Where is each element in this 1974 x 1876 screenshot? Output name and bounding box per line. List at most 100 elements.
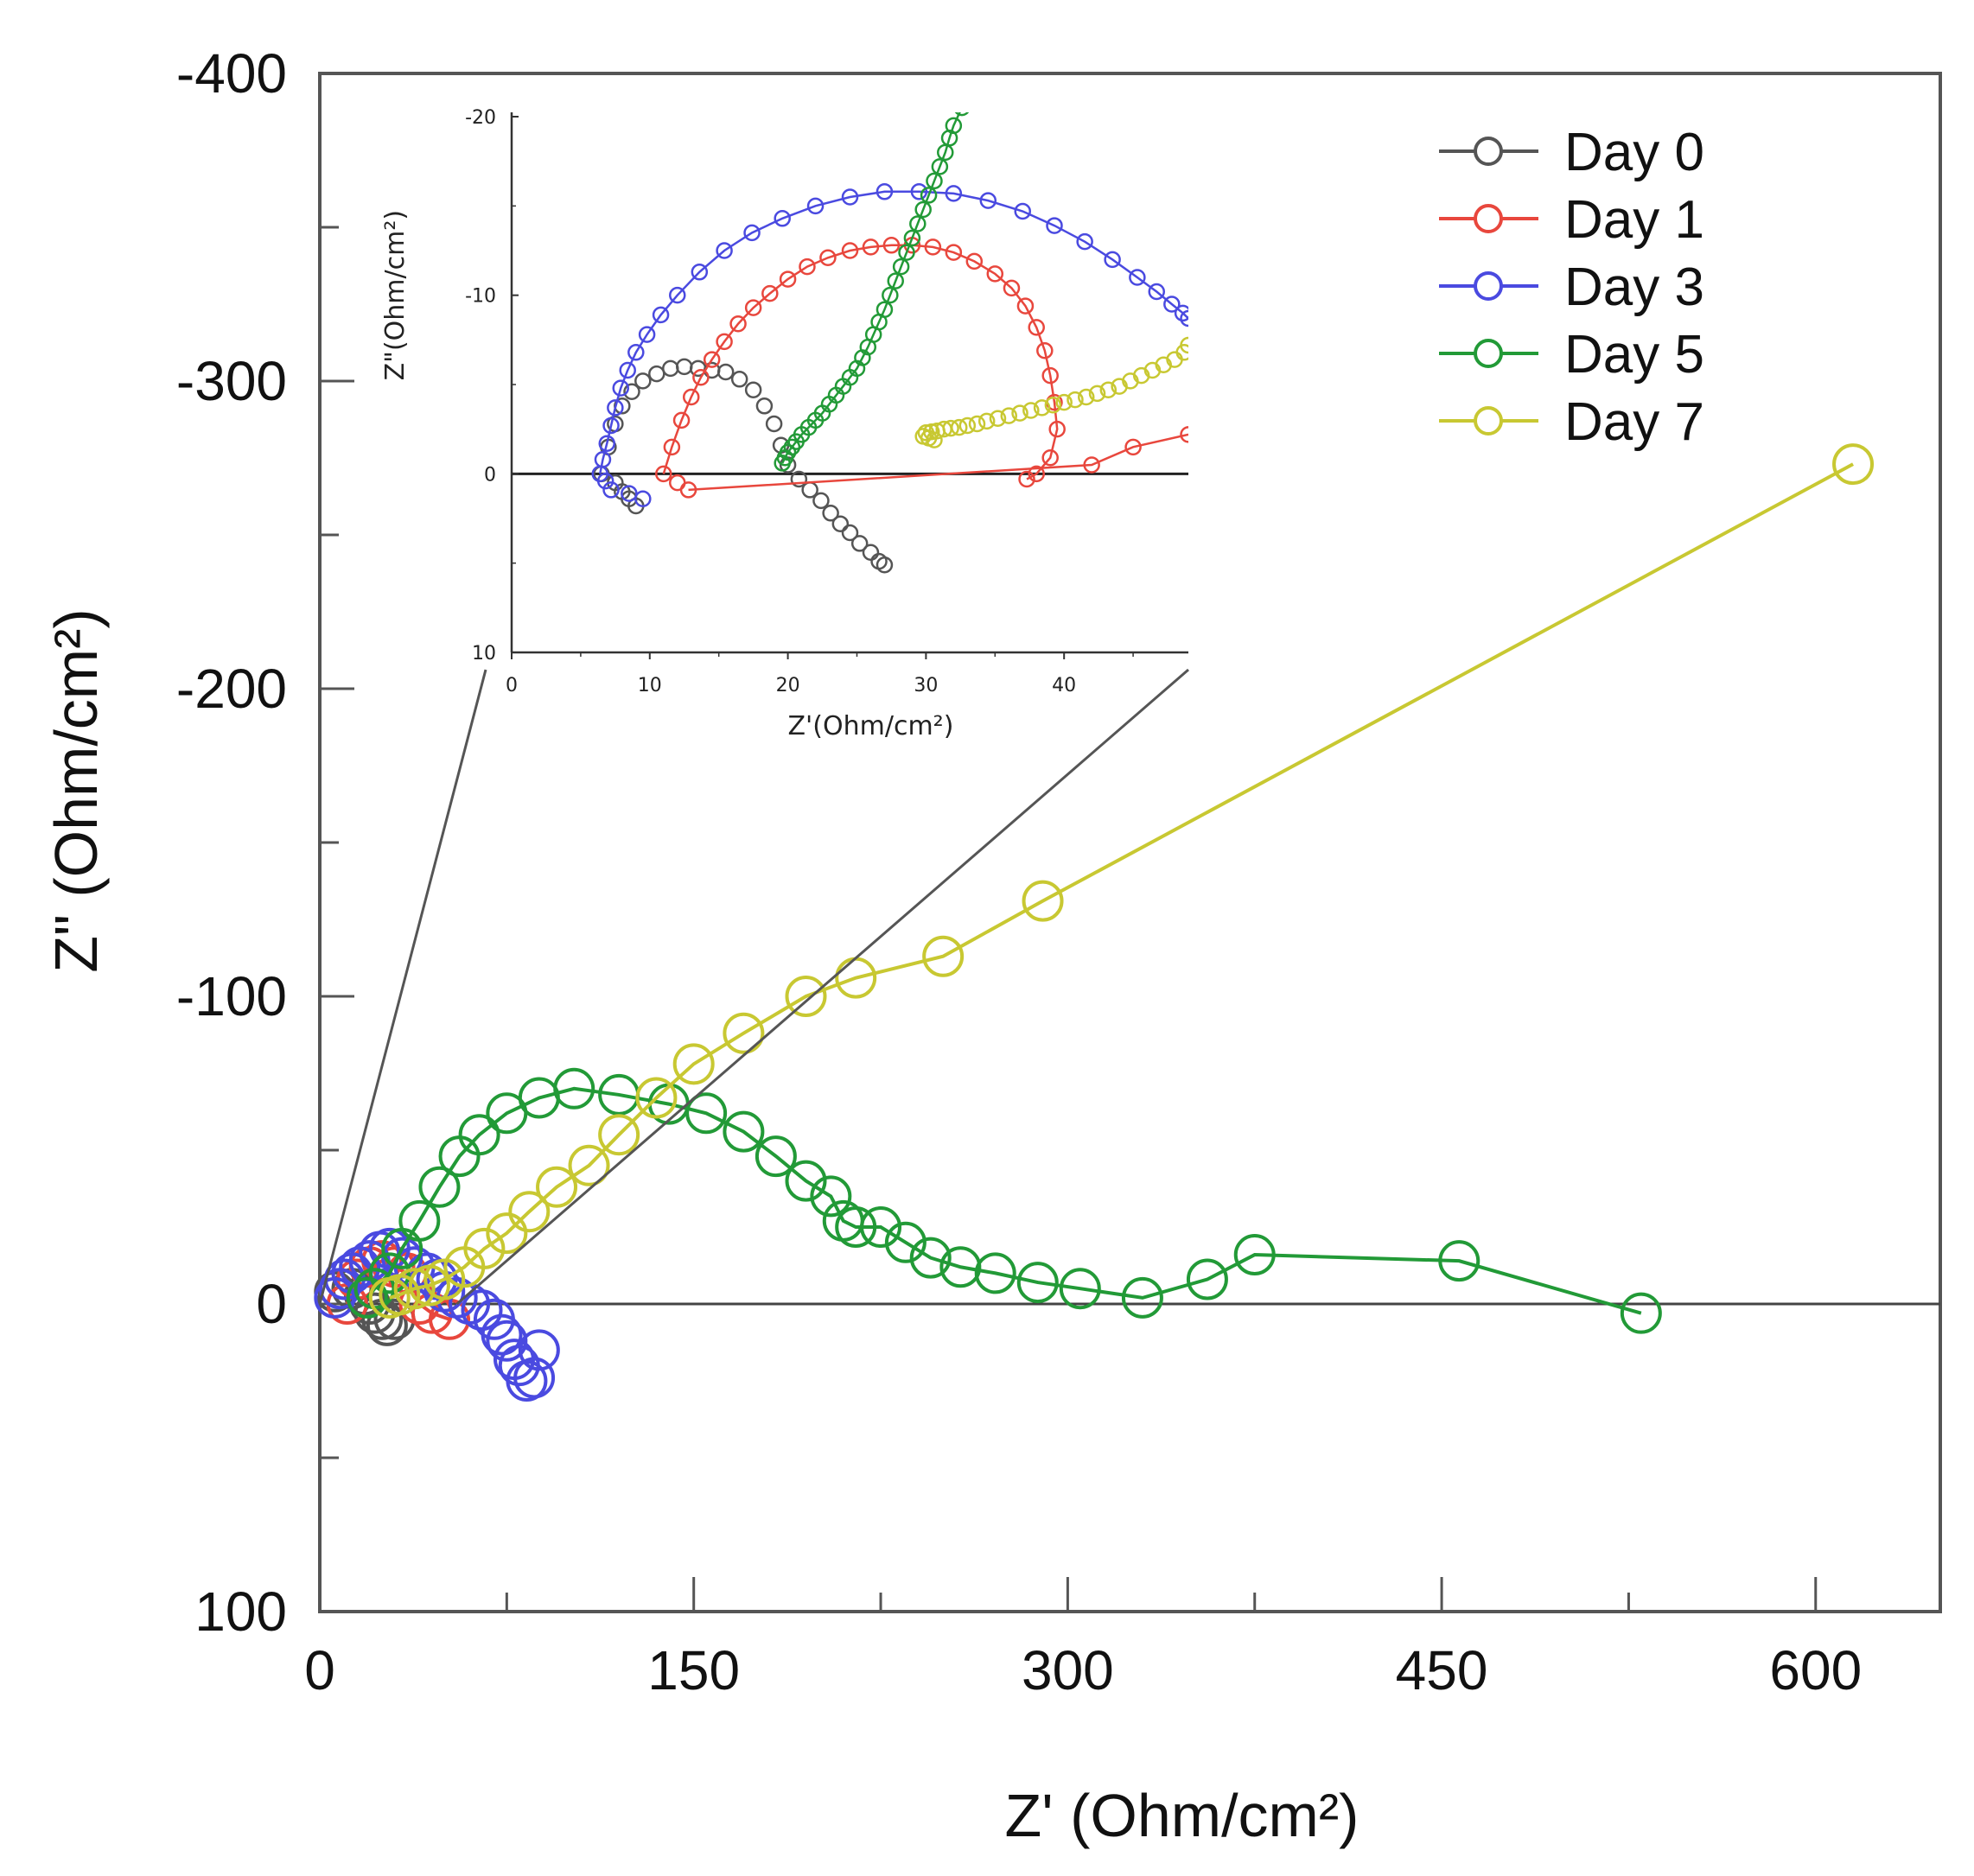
zoom-connector-left	[318, 669, 487, 1305]
legend-swatch-marker	[1474, 339, 1503, 368]
inset-data-point	[979, 192, 997, 209]
inset-x-tick-label: 10	[638, 675, 662, 696]
inset-data-point	[1174, 304, 1188, 322]
inset-data-point	[1041, 366, 1059, 385]
inset-data-point	[1129, 269, 1146, 286]
inset-data-point	[862, 238, 880, 256]
inset-data-point	[744, 381, 762, 398]
inset-data-point	[876, 301, 894, 318]
legend-item-day-3: Day 3	[1439, 258, 1704, 317]
inset-plot: 0 10 20 30 40 -20 -10 0 10 Z'(Ohm/cm²) Z"(Ohm/cm²)	[380, 107, 1188, 741]
inset-data-point	[602, 481, 620, 499]
main-data-point	[860, 1206, 902, 1248]
inset-data-point	[596, 472, 614, 490]
inset-data-point	[950, 418, 968, 436]
inset-y-tick-label: 0	[484, 464, 496, 486]
inset-data-point	[729, 315, 747, 333]
inset-data-point	[841, 524, 859, 542]
inset-data-point	[779, 270, 797, 288]
inset-data-point	[954, 112, 970, 117]
main-y-tick-label: -400	[176, 42, 287, 105]
inset-data-point	[841, 242, 859, 259]
main-data-point	[1121, 1276, 1163, 1319]
inset-y-tick-label: -20	[465, 107, 496, 129]
inset-data-point	[652, 306, 670, 324]
inset-data-point	[945, 117, 963, 135]
inset-series-day-3	[591, 183, 1188, 508]
inset-data-point	[1014, 202, 1031, 220]
inset-data-point	[755, 397, 774, 415]
inset-data-point	[1099, 381, 1118, 398]
legend-swatch-marker	[1474, 271, 1503, 301]
inset-data-point	[783, 438, 801, 456]
inset-data-point	[910, 183, 928, 200]
inset-data-point	[743, 224, 761, 242]
main-y-tick-label: 100	[194, 1580, 287, 1643]
inset-data-point	[819, 249, 837, 267]
main-data-point	[513, 1357, 556, 1399]
inset-data-point	[1175, 344, 1188, 361]
inset-data-point	[862, 544, 880, 562]
inset-x-tick-label: 30	[914, 675, 938, 696]
inset-data-point	[1180, 309, 1188, 328]
main-data-point	[723, 1110, 765, 1153]
inset-data-point	[958, 417, 977, 435]
inset-data-point	[965, 252, 984, 270]
inset-data-point	[989, 410, 1007, 428]
main-x-tick-label: 300	[1022, 1639, 1114, 1701]
main-series-day-7	[368, 443, 1875, 1319]
main-data-point	[785, 1160, 827, 1202]
inset-data-point	[774, 210, 791, 227]
inset-data-point	[1055, 393, 1073, 411]
main-data-point	[418, 1166, 461, 1208]
inset-data-point	[765, 415, 783, 433]
inset-data-point	[682, 388, 700, 406]
main-x-axis-label: Z' (Ohm/cm²)	[1005, 1782, 1360, 1849]
inset-data-point	[831, 515, 850, 532]
main-data-point	[518, 1329, 560, 1371]
main-data-point	[423, 1258, 466, 1300]
inset-data-point	[1044, 397, 1062, 414]
legend-label: Day 3	[1564, 258, 1704, 317]
main-data-point	[346, 1276, 388, 1319]
inset-data-point	[1088, 385, 1106, 403]
main-data-point	[785, 976, 827, 1017]
inset-data-point	[887, 272, 904, 289]
inset-data-point	[841, 188, 859, 206]
main-data-point	[486, 1320, 528, 1362]
inset-data-point	[716, 242, 733, 259]
inset-y-axis-label: Z"(Ohm/cm²)	[380, 210, 411, 380]
main-data-point	[1438, 1240, 1480, 1282]
main-data-point	[635, 1077, 678, 1119]
inset-data-point	[931, 158, 949, 175]
inset-data-point	[1018, 470, 1035, 488]
inset-data-point	[1083, 456, 1100, 474]
inset-data-point	[602, 417, 620, 435]
legend-label: Day 0	[1564, 123, 1704, 182]
main-data-point	[755, 1135, 797, 1178]
inset-data-point	[1124, 438, 1142, 456]
main-data-point	[598, 1114, 640, 1156]
main-data-point	[909, 1237, 952, 1279]
inset-data-point	[638, 326, 656, 343]
main-data-point	[884, 1221, 927, 1263]
main-data-point	[458, 1114, 500, 1156]
inset-x-tick-label: 20	[776, 675, 800, 696]
inset-data-point	[909, 215, 927, 232]
inset-data-point	[1148, 283, 1165, 301]
legend: Day 0 Day 1 Day 3 Day 5 Day 7	[1439, 123, 1704, 452]
main-data-point	[1059, 1268, 1101, 1310]
legend-swatch-marker	[1474, 137, 1503, 166]
main-y-tick-label: -200	[176, 658, 287, 720]
inset-data-point	[1046, 217, 1063, 234]
inset-x-tick-label: 40	[1052, 675, 1076, 696]
inset-data-point	[1180, 426, 1188, 443]
inset-data-point	[1000, 407, 1018, 424]
main-data-point	[685, 1092, 728, 1135]
inset-data-point	[892, 258, 910, 276]
inset-data-point	[655, 465, 672, 483]
inset-data-point	[669, 286, 686, 304]
inset-data-point	[594, 451, 612, 468]
inset-data-point	[812, 492, 830, 510]
inset-data-point	[806, 197, 825, 215]
